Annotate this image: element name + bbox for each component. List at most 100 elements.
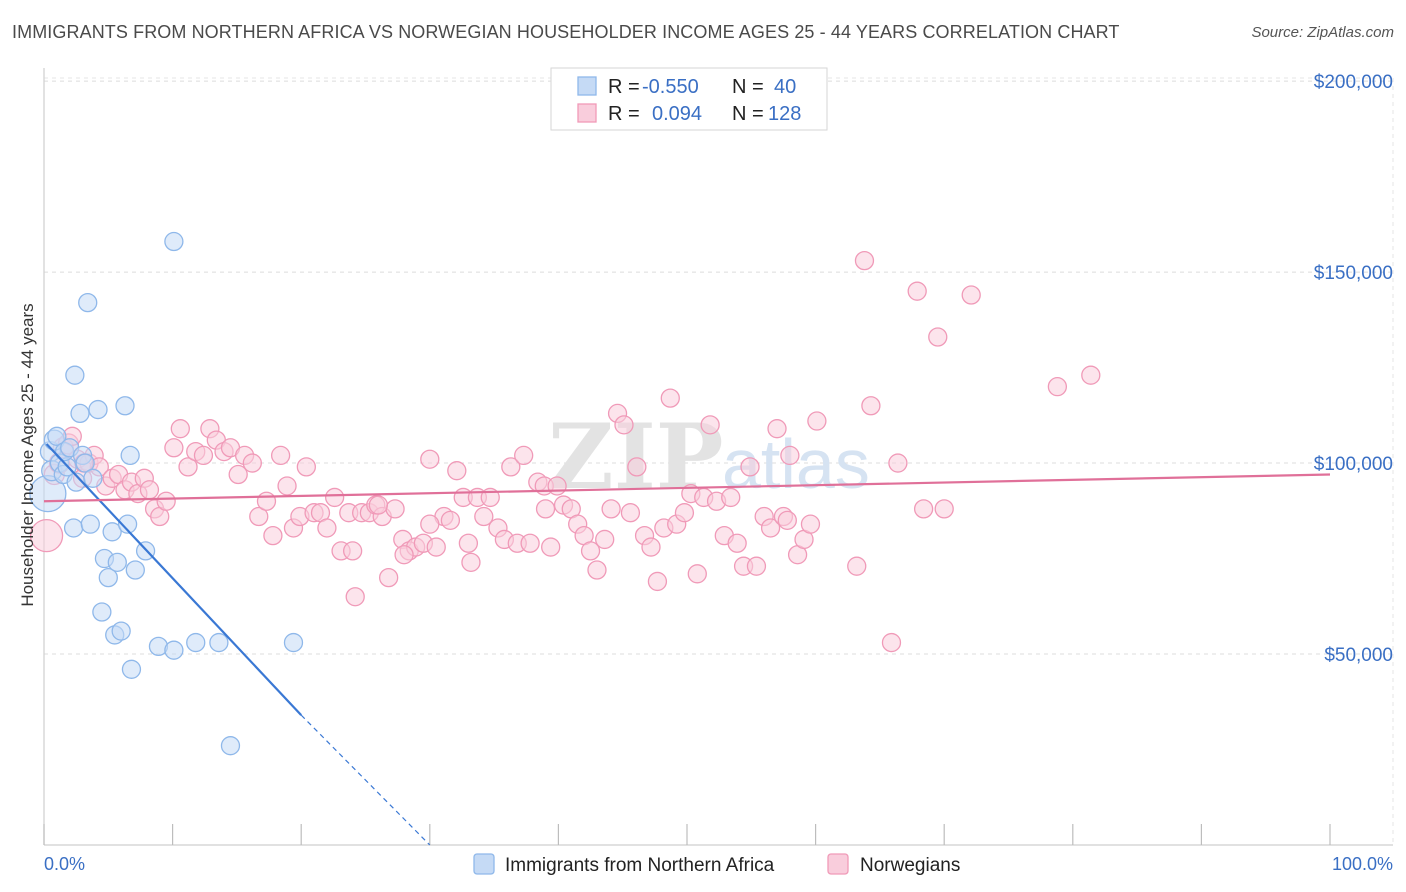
- chart-title: IMMIGRANTS FROM NORTHERN AFRICA VS NORWE…: [12, 22, 1120, 42]
- norwegians-trend-line: [43, 473, 1331, 503]
- norwegians-point: [342, 541, 363, 561]
- legend-n-value-2: 128: [768, 103, 801, 125]
- y-tick-label: $150,000: [1314, 263, 1393, 284]
- norwegians-point: [296, 457, 316, 477]
- legend-n-label-1: N =: [732, 76, 764, 98]
- legend-box: [550, 67, 828, 131]
- immigrants-point: [70, 403, 90, 424]
- legend-r-value-1: -0.550: [642, 76, 699, 98]
- immigrants-point: [107, 552, 127, 573]
- norwegians-point: [881, 632, 902, 653]
- norwegians-point: [800, 514, 821, 534]
- norwegians-point: [580, 541, 601, 561]
- norwegians-point: [164, 438, 184, 458]
- norwegians-point: [447, 461, 467, 481]
- legend-r-label-2: R =: [608, 103, 640, 125]
- immigrants-point: [65, 365, 85, 385]
- immigrants-point: [209, 632, 229, 653]
- immigrants-point: [164, 231, 184, 252]
- norwegians-point: [1047, 377, 1068, 397]
- immigrants-point: [111, 621, 131, 641]
- norwegians-point: [767, 419, 787, 439]
- norwegians-point: [687, 564, 707, 584]
- norwegians-point: [780, 445, 800, 466]
- norwegians-point: [420, 449, 440, 469]
- immigrants-point: [47, 426, 67, 446]
- norwegians-point: [242, 453, 262, 473]
- x-tick-label-min: 0.0%: [44, 854, 85, 874]
- norwegians-point: [861, 396, 881, 416]
- immigrants-point: [120, 445, 140, 466]
- norwegians-point: [641, 537, 661, 557]
- norwegians-point: [385, 499, 405, 519]
- immigrants-point: [164, 640, 184, 660]
- legend-n-value-1: 40: [774, 76, 796, 98]
- norwegians-point: [277, 476, 297, 496]
- norwegians-point: [228, 464, 248, 485]
- norwegians-point: [595, 529, 615, 550]
- norwegians-point: [647, 571, 668, 592]
- norwegians-point: [270, 445, 291, 466]
- legend-swatch-norwegians: [577, 103, 597, 123]
- immigrants-point: [98, 567, 118, 588]
- norwegians-point: [541, 537, 561, 557]
- norwegians-point: [520, 533, 540, 553]
- norwegians-point: [888, 453, 908, 473]
- y-tick-label: $50,000: [1324, 645, 1393, 666]
- y-axis-label: Householder Income Ages 25 - 44 years: [18, 303, 37, 606]
- y-tick-labels: $50,000 $100,000 $150,000 $200,000: [1314, 72, 1393, 666]
- immigrants-point: [80, 514, 100, 534]
- y-tick-label: $100,000: [1314, 454, 1393, 475]
- norwegians-point: [461, 552, 481, 573]
- immigrants-trend-line: [45, 443, 303, 716]
- series-legend: Immigrants from Northern Africa Norwegia…: [473, 853, 960, 876]
- norwegians-point: [420, 514, 440, 534]
- norwegians-point: [807, 411, 827, 431]
- norwegians-point: [256, 491, 277, 511]
- norwegians-point: [746, 556, 767, 576]
- immigrants-point: [63, 518, 84, 538]
- norwegians-point: [777, 510, 797, 530]
- norwegians-point: [913, 499, 934, 519]
- norwegians-point: [660, 388, 680, 408]
- norwegians-point: [263, 525, 283, 546]
- norwegians-point: [601, 499, 621, 519]
- norwegians-point: [514, 445, 534, 466]
- legend-r-label-1: R =: [608, 76, 640, 98]
- norwegians-point: [928, 327, 948, 347]
- norwegians-point: [474, 506, 494, 527]
- immigrants-point: [78, 292, 98, 313]
- norwegians-point: [740, 457, 760, 477]
- norwegians-point: [29, 518, 64, 553]
- norwegians-point: [627, 457, 647, 477]
- immigrants-point: [186, 632, 206, 653]
- source-credit: Source: ZipAtlas.com: [1251, 24, 1394, 41]
- bottom-legend-label-immigrants: Immigrants from Northern Africa: [505, 855, 775, 876]
- norwegians-point: [139, 480, 160, 500]
- trend-lines: [43, 443, 1331, 846]
- y-tick-label: $200,000: [1314, 72, 1393, 93]
- immigrants-point: [117, 514, 138, 534]
- correlation-legend: R = -0.550 N = 40 R = 0.094 N = 128: [550, 67, 828, 131]
- immigrants-point: [125, 560, 145, 580]
- norwegians-point: [721, 487, 741, 508]
- norwegians-point: [368, 495, 389, 515]
- norwegians-point: [440, 510, 461, 530]
- norwegians-point: [535, 499, 556, 519]
- norwegians-point: [394, 545, 414, 565]
- norwegians-point: [426, 537, 446, 557]
- norwegians-point: [961, 285, 981, 305]
- bottom-legend-label-norwegians: Norwegians: [860, 855, 960, 876]
- bottom-legend-swatch-immigrants: [473, 853, 495, 875]
- immigrants-point: [115, 396, 135, 416]
- norwegians-point: [458, 533, 479, 553]
- norwegians-point: [934, 499, 954, 519]
- norwegians-point: [854, 250, 875, 271]
- immigrants-point: [220, 736, 241, 756]
- immigrants-point: [121, 659, 142, 679]
- norwegians-point: [620, 503, 641, 523]
- norwegians-point: [170, 419, 190, 439]
- norwegians-point: [378, 567, 399, 588]
- norwegians-point: [345, 587, 365, 607]
